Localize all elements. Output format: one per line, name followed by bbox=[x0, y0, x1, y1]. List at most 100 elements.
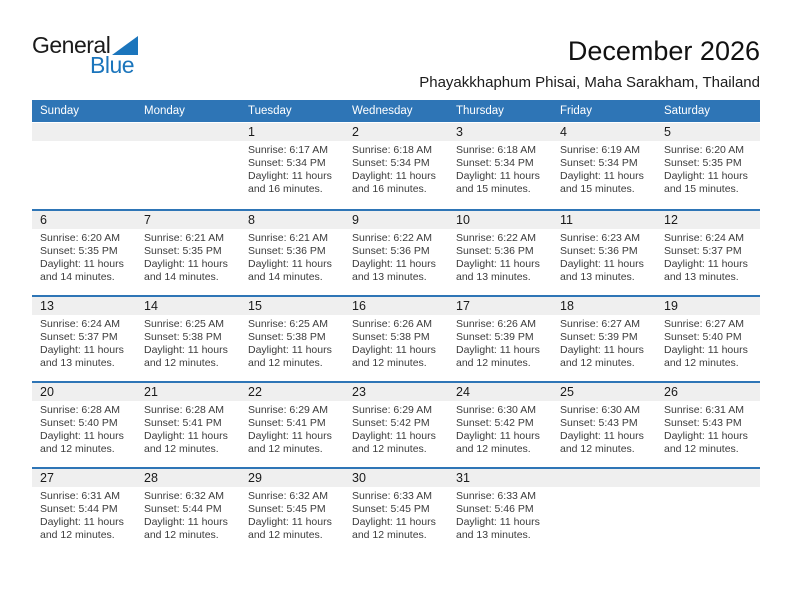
day-cell-2: 2 Sunrise: 6:18 AM Sunset: 5:34 PM Daylight… bbox=[344, 123, 448, 209]
sunrise-text: Sunrise: 6:22 AM bbox=[352, 232, 432, 244]
day-details: Sunrise: 6:25 AM Sunset: 5:38 PM Daylight:… bbox=[136, 315, 240, 370]
day-number: 27 bbox=[32, 469, 136, 487]
daylight-text: Daylight: 11 hours and 12 minutes. bbox=[144, 430, 228, 455]
day-cell-27: 27 Sunrise: 6:31 AM Sunset: 5:44 PM Dayligh… bbox=[32, 469, 136, 553]
day-number: 23 bbox=[344, 383, 448, 401]
sunrise-text: Sunrise: 6:24 AM bbox=[664, 232, 744, 244]
weekday-header-wednesday: Wednesday bbox=[352, 105, 413, 117]
day-cell-24: 24 Sunrise: 6:30 AM Sunset: 5:42 PM Dayligh… bbox=[448, 383, 552, 467]
sunset-text: Sunset: 5:45 PM bbox=[248, 503, 326, 515]
week-row: 27 Sunrise: 6:31 AM Sunset: 5:44 PM Dayligh… bbox=[32, 467, 760, 553]
day-cell-21: 21 Sunrise: 6:28 AM Sunset: 5:41 PM Dayligh… bbox=[136, 383, 240, 467]
sunrise-text: Sunrise: 6:21 AM bbox=[144, 232, 224, 244]
daylight-text: Daylight: 11 hours and 12 minutes. bbox=[456, 430, 540, 455]
sunrise-text: Sunrise: 6:31 AM bbox=[40, 490, 120, 502]
day-number: 13 bbox=[32, 297, 136, 315]
day-details: Sunrise: 6:19 AM Sunset: 5:34 PM Daylight:… bbox=[552, 141, 656, 196]
sunset-text: Sunset: 5:36 PM bbox=[560, 245, 638, 257]
sunrise-text: Sunrise: 6:27 AM bbox=[560, 318, 640, 330]
day-details: Sunrise: 6:29 AM Sunset: 5:42 PM Daylight:… bbox=[344, 401, 448, 456]
day-details: Sunrise: 6:29 AM Sunset: 5:41 PM Daylight:… bbox=[240, 401, 344, 456]
sunrise-text: Sunrise: 6:28 AM bbox=[40, 404, 120, 416]
day-number: 6 bbox=[32, 211, 136, 229]
sunset-text: Sunset: 5:39 PM bbox=[456, 331, 534, 343]
sunset-text: Sunset: 5:34 PM bbox=[248, 157, 326, 169]
day-cell-5: 5 Sunrise: 6:20 AM Sunset: 5:35 PM Daylight… bbox=[656, 123, 760, 209]
day-number bbox=[552, 469, 656, 487]
sunset-text: Sunset: 5:36 PM bbox=[248, 245, 326, 257]
daylight-text: Daylight: 11 hours and 12 minutes. bbox=[664, 430, 748, 455]
day-cell-29: 29 Sunrise: 6:32 AM Sunset: 5:45 PM Dayligh… bbox=[240, 469, 344, 553]
sunset-text: Sunset: 5:43 PM bbox=[560, 417, 638, 429]
day-number: 5 bbox=[656, 123, 760, 141]
weekday-header-thursday: Thursday bbox=[456, 105, 504, 117]
weekday-header-monday: Monday bbox=[144, 105, 185, 117]
day-number: 28 bbox=[136, 469, 240, 487]
day-number: 22 bbox=[240, 383, 344, 401]
daylight-text: Daylight: 11 hours and 12 minutes. bbox=[248, 344, 332, 369]
day-number: 19 bbox=[656, 297, 760, 315]
day-number: 29 bbox=[240, 469, 344, 487]
day-cell-19: 19 Sunrise: 6:27 AM Sunset: 5:40 PM Dayligh… bbox=[656, 297, 760, 381]
day-cell-7: 7 Sunrise: 6:21 AM Sunset: 5:35 PM Daylight… bbox=[136, 211, 240, 295]
day-details: Sunrise: 6:33 AM Sunset: 5:45 PM Daylight:… bbox=[344, 487, 448, 542]
sunrise-text: Sunrise: 6:24 AM bbox=[40, 318, 120, 330]
week-row: 13 Sunrise: 6:24 AM Sunset: 5:37 PM Dayligh… bbox=[32, 295, 760, 381]
daylight-text: Daylight: 11 hours and 12 minutes. bbox=[352, 430, 436, 455]
day-details: Sunrise: 6:24 AM Sunset: 5:37 PM Daylight:… bbox=[656, 229, 760, 284]
day-details: Sunrise: 6:26 AM Sunset: 5:38 PM Daylight:… bbox=[344, 315, 448, 370]
daylight-text: Daylight: 11 hours and 16 minutes. bbox=[248, 170, 332, 195]
day-details: Sunrise: 6:27 AM Sunset: 5:40 PM Daylight:… bbox=[656, 315, 760, 370]
sunset-text: Sunset: 5:40 PM bbox=[664, 331, 742, 343]
daylight-text: Daylight: 11 hours and 13 minutes. bbox=[40, 344, 124, 369]
week-row: 20 Sunrise: 6:28 AM Sunset: 5:40 PM Dayligh… bbox=[32, 381, 760, 467]
day-details: Sunrise: 6:17 AM Sunset: 5:34 PM Daylight:… bbox=[240, 141, 344, 196]
daylight-text: Daylight: 11 hours and 12 minutes. bbox=[40, 430, 124, 455]
day-cell-11: 11 Sunrise: 6:23 AM Sunset: 5:36 PM Dayligh… bbox=[552, 211, 656, 295]
sunset-text: Sunset: 5:42 PM bbox=[456, 417, 534, 429]
day-number: 7 bbox=[136, 211, 240, 229]
daylight-text: Daylight: 11 hours and 15 minutes. bbox=[456, 170, 540, 195]
weekday-header-row: Sunday Monday Tuesday Wednesday Thursday Frid… bbox=[32, 100, 760, 122]
day-number bbox=[656, 469, 760, 487]
sunset-text: Sunset: 5:35 PM bbox=[144, 245, 222, 257]
sunset-text: Sunset: 5:34 PM bbox=[352, 157, 430, 169]
sunrise-text: Sunrise: 6:29 AM bbox=[352, 404, 432, 416]
sunrise-text: Sunrise: 6:32 AM bbox=[248, 490, 328, 502]
logo-text-general: General bbox=[32, 32, 111, 58]
sunset-text: Sunset: 5:37 PM bbox=[664, 245, 742, 257]
day-number: 4 bbox=[552, 123, 656, 141]
sunrise-text: Sunrise: 6:31 AM bbox=[664, 404, 744, 416]
sunrise-text: Sunrise: 6:33 AM bbox=[352, 490, 432, 502]
title-block: December 2026 Phayakkhaphum Phisai, Maha… bbox=[419, 36, 760, 91]
day-cell-16: 16 Sunrise: 6:26 AM Sunset: 5:38 PM Dayligh… bbox=[344, 297, 448, 381]
daylight-text: Daylight: 11 hours and 12 minutes. bbox=[248, 430, 332, 455]
day-number: 24 bbox=[448, 383, 552, 401]
day-number: 12 bbox=[656, 211, 760, 229]
sunrise-text: Sunrise: 6:20 AM bbox=[664, 144, 744, 156]
day-number: 10 bbox=[448, 211, 552, 229]
sunset-text: Sunset: 5:42 PM bbox=[352, 417, 430, 429]
sunrise-text: Sunrise: 6:33 AM bbox=[456, 490, 536, 502]
daylight-text: Daylight: 11 hours and 12 minutes. bbox=[248, 516, 332, 541]
sunset-text: Sunset: 5:43 PM bbox=[664, 417, 742, 429]
day-details: Sunrise: 6:26 AM Sunset: 5:39 PM Daylight:… bbox=[448, 315, 552, 370]
day-number: 2 bbox=[344, 123, 448, 141]
day-cell-empty bbox=[32, 123, 136, 209]
location-subtitle: Phayakkhaphum Phisai, Maha Sarakham, Tha… bbox=[419, 74, 760, 91]
sunrise-text: Sunrise: 6:26 AM bbox=[352, 318, 432, 330]
sunset-text: Sunset: 5:41 PM bbox=[144, 417, 222, 429]
day-details: Sunrise: 6:18 AM Sunset: 5:34 PM Daylight:… bbox=[344, 141, 448, 196]
weekday-header-tuesday: Tuesday bbox=[248, 105, 292, 117]
daylight-text: Daylight: 11 hours and 12 minutes. bbox=[352, 516, 436, 541]
sunset-text: Sunset: 5:37 PM bbox=[40, 331, 118, 343]
day-cell-25: 25 Sunrise: 6:30 AM Sunset: 5:43 PM Dayligh… bbox=[552, 383, 656, 467]
day-details: Sunrise: 6:33 AM Sunset: 5:46 PM Daylight:… bbox=[448, 487, 552, 542]
calendar-table: Sunday Monday Tuesday Wednesday Thursday Frid… bbox=[32, 100, 760, 553]
day-details: Sunrise: 6:32 AM Sunset: 5:44 PM Daylight:… bbox=[136, 487, 240, 542]
day-details: Sunrise: 6:20 AM Sunset: 5:35 PM Daylight:… bbox=[656, 141, 760, 196]
day-number: 9 bbox=[344, 211, 448, 229]
day-cell-17: 17 Sunrise: 6:26 AM Sunset: 5:39 PM Dayligh… bbox=[448, 297, 552, 381]
day-details: Sunrise: 6:22 AM Sunset: 5:36 PM Daylight:… bbox=[448, 229, 552, 284]
day-details: Sunrise: 6:28 AM Sunset: 5:41 PM Daylight:… bbox=[136, 401, 240, 456]
